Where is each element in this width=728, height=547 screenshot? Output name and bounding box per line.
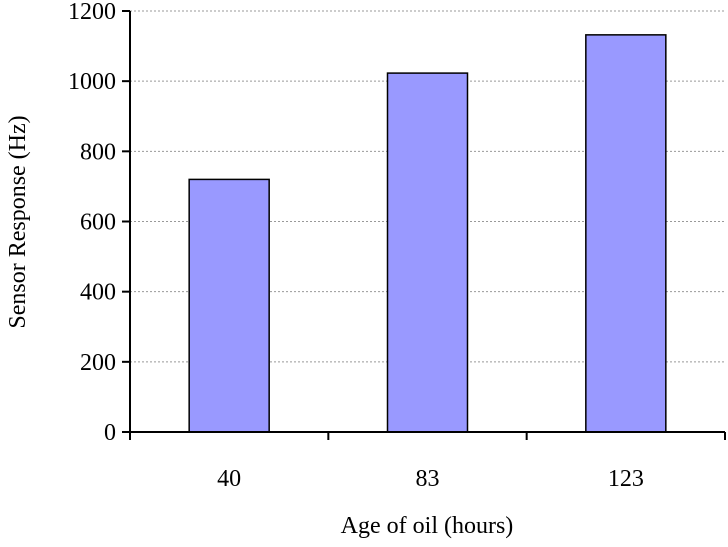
tick-labels: 0 200 400 600 800 1000 1200 40 83 123 bbox=[68, 0, 644, 492]
bar-83 bbox=[386, 72, 469, 433]
y-tick-label: 800 bbox=[80, 139, 116, 165]
axes bbox=[122, 10, 726, 440]
y-tick-label: 600 bbox=[80, 210, 116, 236]
x-tick-label: 123 bbox=[608, 466, 644, 492]
y-tick-label: 400 bbox=[80, 280, 116, 306]
bar-123 bbox=[585, 34, 667, 433]
y-tick-label: 1000 bbox=[68, 69, 116, 95]
y-tick-label: 200 bbox=[80, 350, 116, 376]
y-axis-title: Sensor Response (Hz) bbox=[5, 115, 31, 328]
y-tick-label: 0 bbox=[104, 420, 116, 446]
x-tick-label: 83 bbox=[416, 466, 440, 492]
x-tick-label: 40 bbox=[217, 466, 241, 492]
bar-40 bbox=[188, 178, 270, 433]
bars bbox=[188, 34, 667, 433]
y-tick-label: 1200 bbox=[68, 0, 116, 25]
x-axis-title: Age of oil (hours) bbox=[341, 513, 514, 539]
